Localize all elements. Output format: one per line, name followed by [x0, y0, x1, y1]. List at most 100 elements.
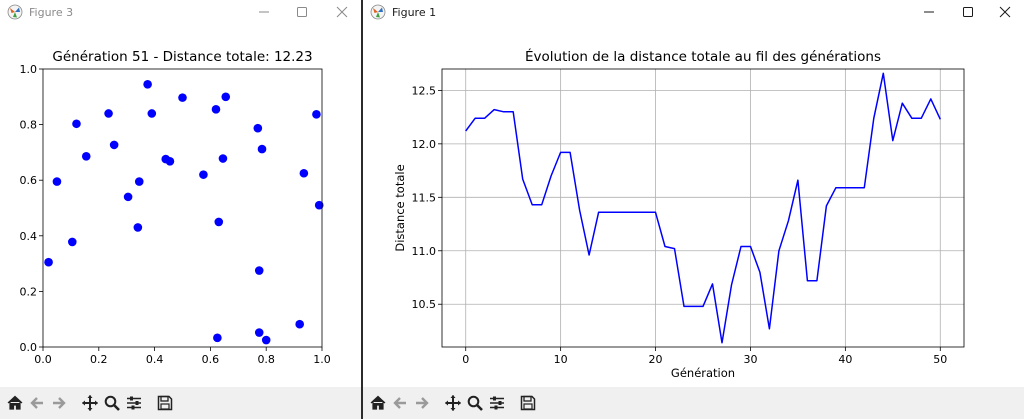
back-button[interactable]: [389, 392, 411, 414]
chart-title: Évolution de la distance totale au fil d…: [525, 48, 881, 65]
figure1-titlebar[interactable]: Figure 1: [363, 0, 1024, 24]
pan-button[interactable]: [442, 392, 464, 414]
close-icon: [999, 6, 1011, 18]
scatter-point: [165, 156, 175, 166]
scatter-point: [199, 170, 208, 179]
x-axis-label: Génération: [671, 366, 735, 380]
scatter-point: [67, 237, 77, 247]
y-axis-label: Distance totale: [393, 164, 407, 251]
back-arrow-icon: [30, 397, 43, 409]
zoom-button[interactable]: [101, 392, 123, 414]
scatter-point: [123, 192, 133, 202]
x-tick-label: 0: [462, 353, 469, 366]
figure1-toolbar: [363, 387, 1024, 419]
figure3-window: Figure 3 Génération 51 - Distance totale…: [0, 0, 361, 419]
y-tick-label: 0.4: [20, 230, 38, 243]
scatter-point: [104, 109, 113, 118]
x-tick-label: 20: [649, 353, 663, 366]
y-tick-label: 0.8: [20, 119, 38, 132]
zoom-button[interactable]: [464, 392, 486, 414]
home-icon: [7, 395, 23, 410]
minimize-button[interactable]: [909, 0, 949, 24]
axes-frame: [42, 68, 323, 348]
series-line: [465, 72, 941, 344]
minimize-icon: [924, 11, 934, 13]
scatter-point: [213, 333, 222, 343]
y-tick-label: 11.0: [412, 245, 437, 258]
scatter-point: [299, 168, 309, 178]
maximize-button[interactable]: [282, 0, 322, 24]
x-tick-label: 1.0: [313, 353, 331, 366]
home-icon: [370, 395, 386, 410]
maximize-icon: [963, 7, 973, 17]
y-tick-label: 12.0: [412, 138, 437, 151]
y-tick-label: 12.5: [412, 84, 437, 97]
scatter-point: [312, 110, 321, 119]
window-title: Figure 3: [29, 5, 74, 19]
scatter-point: [295, 319, 304, 329]
window-title: Figure 1: [392, 5, 437, 19]
scatter-point: [52, 177, 62, 186]
forward-button[interactable]: [411, 392, 433, 414]
pan-move-icon: [445, 395, 461, 411]
scatter-point: [134, 177, 144, 186]
scatter-point: [147, 109, 157, 118]
close-button[interactable]: [322, 0, 361, 24]
configure-subplots-button[interactable]: [486, 392, 508, 414]
scatter-point: [314, 200, 324, 210]
scatter-point: [214, 217, 224, 227]
matplotlib-app-icon: [7, 4, 23, 20]
minimize-button[interactable]: [244, 0, 284, 24]
close-button[interactable]: [985, 0, 1024, 24]
configure-subplots-icon: [490, 396, 504, 410]
scatter-point: [178, 93, 187, 102]
scatter-point: [81, 151, 91, 161]
figure1-window: Figure 1 Évolution de la distance totale…: [363, 0, 1024, 419]
x-tick-label: 0.6: [202, 353, 220, 366]
home-button[interactable]: [4, 392, 26, 414]
y-tick-label: 0.6: [20, 174, 38, 187]
x-tick-label: 50: [933, 353, 947, 366]
forward-button[interactable]: [48, 392, 70, 414]
zoom-magnifier-icon: [104, 395, 120, 411]
forward-arrow-icon: [416, 397, 429, 409]
figure3-titlebar[interactable]: Figure 3: [0, 0, 361, 24]
home-button[interactable]: [367, 392, 389, 414]
figure3-toolbar: [0, 387, 361, 419]
save-button[interactable]: [517, 392, 539, 414]
back-button[interactable]: [26, 392, 48, 414]
x-tick-label: 30: [743, 353, 757, 366]
line-plot-canvas[interactable]: Évolution de la distance totale au fil d…: [363, 24, 1024, 387]
y-tick-label: 1.0: [20, 63, 38, 76]
scatter-point: [221, 92, 231, 102]
pan-move-icon: [82, 395, 98, 411]
scatter-point: [257, 144, 267, 154]
y-tick-label: 0.2: [20, 285, 38, 298]
maximize-button[interactable]: [948, 0, 988, 24]
zoom-magnifier-icon: [467, 395, 483, 411]
pan-button[interactable]: [79, 392, 101, 414]
axes-frame: [441, 68, 965, 348]
scatter-point: [72, 119, 81, 129]
scatter-point: [254, 266, 264, 275]
scatter-plot-canvas[interactable]: Génération 51 - Distance totale: 12.23 0.…: [0, 24, 361, 387]
save-floppy-icon: [520, 395, 536, 411]
x-tick-label: 40: [838, 353, 852, 366]
save-floppy-icon: [157, 395, 173, 411]
y-tick-label: 0.0: [20, 341, 38, 354]
x-tick-label: 0.0: [34, 353, 52, 366]
x-tick-label: 0.2: [90, 353, 108, 366]
y-tick-label: 11.5: [412, 191, 437, 204]
x-tick-label: 0.8: [257, 353, 275, 366]
scatter-point: [253, 123, 263, 133]
configure-subplots-button[interactable]: [123, 392, 145, 414]
chart-title: Génération 51 - Distance totale: 12.23: [52, 49, 312, 65]
scatter-point: [261, 335, 271, 345]
x-tick-label: 10: [554, 353, 568, 366]
back-arrow-icon: [393, 397, 406, 409]
y-tick-label: 10.5: [412, 298, 437, 311]
x-tick-label: 0.4: [146, 353, 164, 366]
maximize-icon: [297, 7, 307, 17]
scatter-point: [44, 257, 53, 267]
save-button[interactable]: [154, 392, 176, 414]
